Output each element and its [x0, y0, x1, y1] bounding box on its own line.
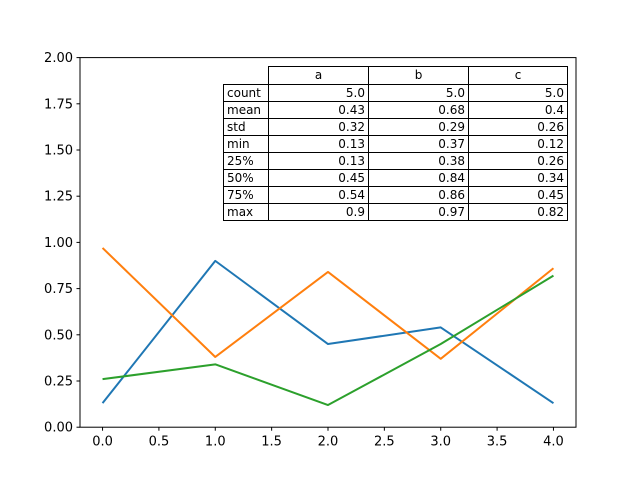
y-tick-label: 1.50	[44, 144, 73, 159]
stats-table-row: max 0.9 0.97 0.82	[223, 203, 568, 221]
series-line-c	[102, 274, 554, 407]
series-line-b	[101, 247, 555, 360]
stats-table-column-header: c	[468, 66, 568, 85]
stats-table-row: std 0.32 0.29 0.26	[223, 118, 568, 136]
y-tick-label: 0.00	[44, 421, 73, 436]
stats-table-value-cell: 0.34	[468, 169, 568, 187]
y-tick-label: 1.25	[44, 190, 73, 205]
x-tick-label: 2.0	[318, 435, 339, 450]
stats-table-row-label: min	[223, 135, 269, 153]
stats-table-value-cell: 0.82	[468, 203, 568, 221]
stats-table-value-cell: 5.0	[268, 84, 369, 102]
stats-table-row-label: max	[223, 203, 269, 221]
stats-table-value-cell: 0.86	[368, 186, 469, 204]
stats-table-row: mean 0.43 0.68 0.4	[223, 101, 568, 119]
x-tick-label: 3.5	[487, 435, 508, 450]
stats-table-value-cell: 0.4	[468, 101, 568, 119]
stats-table-value-cell: 0.9	[268, 203, 369, 221]
stats-table-value-cell: 0.84	[368, 169, 469, 187]
stats-table-value-cell: 0.37	[368, 135, 469, 153]
stats-table-row-label: 25%	[223, 152, 269, 170]
stats-table-row-label: 75%	[223, 186, 269, 204]
stats-table-row: min 0.13 0.37 0.12	[223, 135, 568, 153]
stats-table-value-cell: 0.12	[468, 135, 568, 153]
stats-table-row: 25% 0.13 0.38 0.26	[223, 152, 568, 170]
stats-table-value-cell: 0.43	[268, 101, 369, 119]
stats-table-column-header: b	[368, 66, 469, 85]
y-tick-label: 0.75	[44, 282, 73, 297]
stats-table-row-label: count	[223, 84, 269, 102]
stats-table-value-cell: 0.68	[368, 101, 469, 119]
x-tick-label: 1.0	[205, 435, 226, 450]
x-tick-label: 3.0	[430, 435, 451, 450]
stats-table-value-cell: 0.29	[368, 118, 469, 136]
stats-table-value-cell: 0.26	[468, 152, 568, 170]
series-line-a	[101, 259, 555, 405]
stats-table-value-cell: 0.13	[268, 135, 369, 153]
stats-table-row-label: 50%	[223, 169, 269, 187]
stats-table-value-cell: 0.26	[468, 118, 568, 136]
stats-table-value-cell: 5.0	[368, 84, 469, 102]
x-tick-label: 0.0	[92, 435, 113, 450]
x-tick-label: 0.5	[149, 435, 170, 450]
stats-table-value-cell: 0.38	[368, 152, 469, 170]
stats-table-corner-cell	[224, 67, 269, 85]
y-tick-label: 0.50	[44, 328, 73, 343]
x-tick-label: 4.0	[543, 435, 564, 450]
stats-table-row: 50% 0.45 0.84 0.34	[223, 169, 568, 187]
stats-table-row: 75% 0.54 0.86 0.45	[223, 186, 568, 204]
stats-table-row-label: mean	[223, 101, 269, 119]
stats-table-value-cell: 0.54	[268, 186, 369, 204]
y-tick-label: 1.00	[44, 236, 73, 251]
stats-table-value-cell: 0.13	[268, 152, 369, 170]
stats-table-column-header: a	[268, 66, 369, 85]
stats-table-value-cell: 0.32	[268, 118, 369, 136]
y-tick-label: 2.00	[44, 51, 73, 66]
stats-table-row: count 5.0 5.0 5.0	[223, 84, 568, 102]
y-tick-label: 0.25	[44, 375, 73, 390]
x-tick-label: 2.5	[374, 435, 395, 450]
stats-table-row-label: std	[223, 118, 269, 136]
stats-table-value-cell: 0.45	[468, 186, 568, 204]
x-tick-label: 1.5	[261, 435, 282, 450]
y-tick-label: 1.75	[44, 97, 73, 112]
stats-table-value-cell: 0.97	[368, 203, 469, 221]
stats-table-value-cell: 0.45	[268, 169, 369, 187]
stats-table: a b c count 5.0 5.0 5.0 mean 0.43 0.68 0.4 std 0.32 0…	[223, 66, 568, 221]
stats-table-value-cell: 5.0	[468, 84, 568, 102]
